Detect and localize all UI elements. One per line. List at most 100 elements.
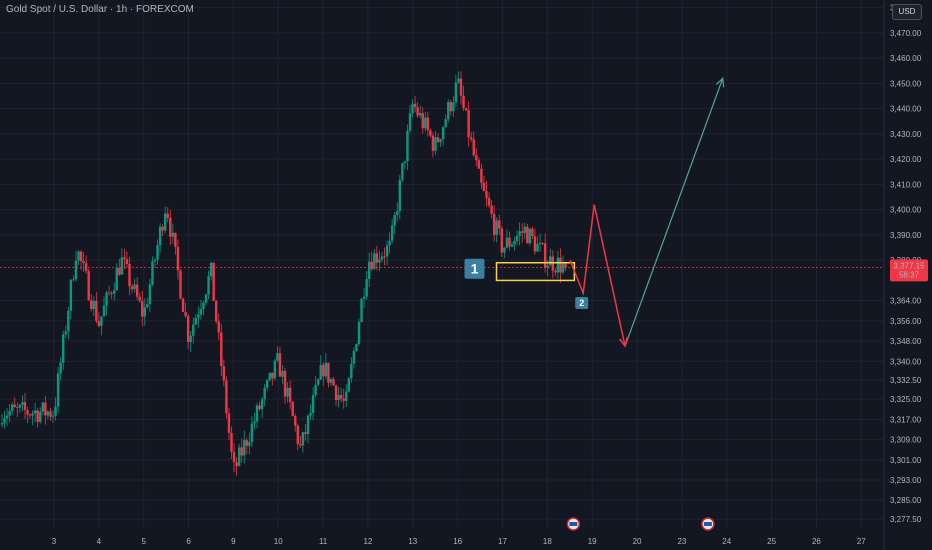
- candle-body: [485, 190, 488, 198]
- candle-body: [508, 237, 511, 247]
- x-tick-label: 4: [97, 537, 102, 546]
- y-tick-label: 3,390.00: [890, 231, 922, 240]
- projection-up-path[interactable]: [624, 78, 724, 347]
- candle-body: [46, 411, 50, 416]
- candle-body: [482, 182, 486, 191]
- candle-body: [197, 314, 200, 318]
- candle-body: [365, 279, 368, 297]
- x-tick-label: 10: [274, 537, 283, 546]
- candle-body: [125, 259, 129, 264]
- marker-1[interactable]: 1: [464, 258, 485, 279]
- candle-body: [179, 270, 182, 299]
- x-tick-label: 18: [543, 537, 552, 546]
- candle-body: [189, 335, 192, 342]
- candle-body: [393, 214, 396, 226]
- candle-body: [169, 217, 172, 237]
- candle-body: [31, 413, 34, 416]
- candle-body: [217, 321, 220, 333]
- candle-body: [426, 117, 430, 131]
- candle-body: [166, 213, 169, 218]
- candle-body: [304, 432, 307, 435]
- candle-body: [421, 113, 424, 129]
- event-icons[interactable]: [566, 517, 715, 531]
- candle-body: [515, 235, 519, 242]
- candle-body: [370, 261, 373, 270]
- candle-body: [528, 228, 532, 244]
- candle-body: [161, 226, 164, 231]
- y-tick-label: 3,277.50: [890, 515, 922, 524]
- candle-body: [342, 398, 345, 401]
- candle-body: [324, 362, 328, 377]
- arrow-up-head: [715, 77, 725, 88]
- candle-body: [352, 350, 356, 364]
- candle-body: [357, 322, 361, 344]
- candle-body: [559, 257, 562, 273]
- candle-body: [495, 220, 498, 235]
- candle-body: [18, 404, 22, 408]
- candle-body: [467, 110, 470, 138]
- y-tick-label: 3,470.00: [890, 29, 922, 38]
- time-axis[interactable]: 3 4 5 6 9 10 11 12 13 16 17 18 19 20 23 24 25 26 27: [52, 537, 867, 546]
- candle-body: [113, 290, 116, 294]
- candle-body: [39, 411, 42, 422]
- candle-body: [523, 226, 526, 233]
- candle-body: [350, 363, 353, 379]
- candle-body: [28, 414, 32, 416]
- candle-body: [209, 262, 213, 277]
- projection-down-path[interactable]: [569, 204, 626, 347]
- candle-body: [480, 168, 483, 183]
- currency-button[interactable]: USD: [892, 4, 922, 20]
- candle-body: [503, 247, 506, 253]
- candle-body: [470, 137, 473, 140]
- candle-body: [151, 261, 154, 285]
- candle-body: [286, 387, 289, 397]
- x-tick-label: 23: [677, 537, 686, 546]
- candle-body: [278, 353, 282, 377]
- candle-body: [513, 241, 516, 245]
- candle-countdown: 58:37: [899, 270, 920, 279]
- candle-body: [475, 155, 478, 161]
- candle-body: [153, 259, 157, 262]
- candle-body: [181, 298, 185, 313]
- candle-body: [339, 394, 343, 399]
- candle-body: [192, 324, 195, 336]
- candle-body: [227, 413, 231, 433]
- candle-body: [11, 404, 14, 411]
- marker-2[interactable]: 2: [575, 297, 589, 310]
- candle-body: [240, 447, 243, 456]
- candle-body: [64, 331, 67, 335]
- candle-body: [424, 117, 427, 129]
- economic-event-icon[interactable]: [566, 517, 581, 531]
- x-tick-label: 24: [722, 537, 731, 546]
- candle-body: [311, 395, 315, 413]
- economic-event-icon[interactable]: [701, 517, 715, 531]
- candle-body: [212, 262, 215, 301]
- candle-body: [26, 410, 29, 415]
- candle-body: [487, 197, 491, 206]
- y-tick-label: 3,364.00: [890, 297, 922, 306]
- candle-body: [243, 440, 246, 456]
- candle-body: [319, 364, 322, 380]
- candle-body: [459, 78, 463, 96]
- x-tick-label: 12: [363, 537, 372, 546]
- y-tick-label: 3,420.00: [890, 155, 922, 164]
- candle-body: [332, 379, 335, 386]
- candle-body: [355, 343, 358, 351]
- y-tick-label: 3,440.00: [890, 105, 922, 114]
- candle-body: [33, 410, 37, 414]
- candle-body: [141, 300, 144, 317]
- candle-body: [306, 415, 310, 435]
- candle-body: [77, 251, 80, 261]
- x-tick-label: 20: [633, 537, 642, 546]
- arrow-down-head: [618, 337, 628, 348]
- candle-body: [158, 226, 162, 246]
- candle-body: [59, 362, 62, 374]
- symbol-title[interactable]: Gold Spot / U.S. Dollar · 1h · FOREXCOM: [6, 4, 194, 15]
- candle-body: [232, 451, 236, 463]
- marker-2-label: 2: [579, 298, 584, 308]
- candle-body: [220, 332, 223, 367]
- candle-body: [3, 418, 6, 424]
- candle-body: [368, 261, 371, 280]
- candle-body: [498, 220, 501, 229]
